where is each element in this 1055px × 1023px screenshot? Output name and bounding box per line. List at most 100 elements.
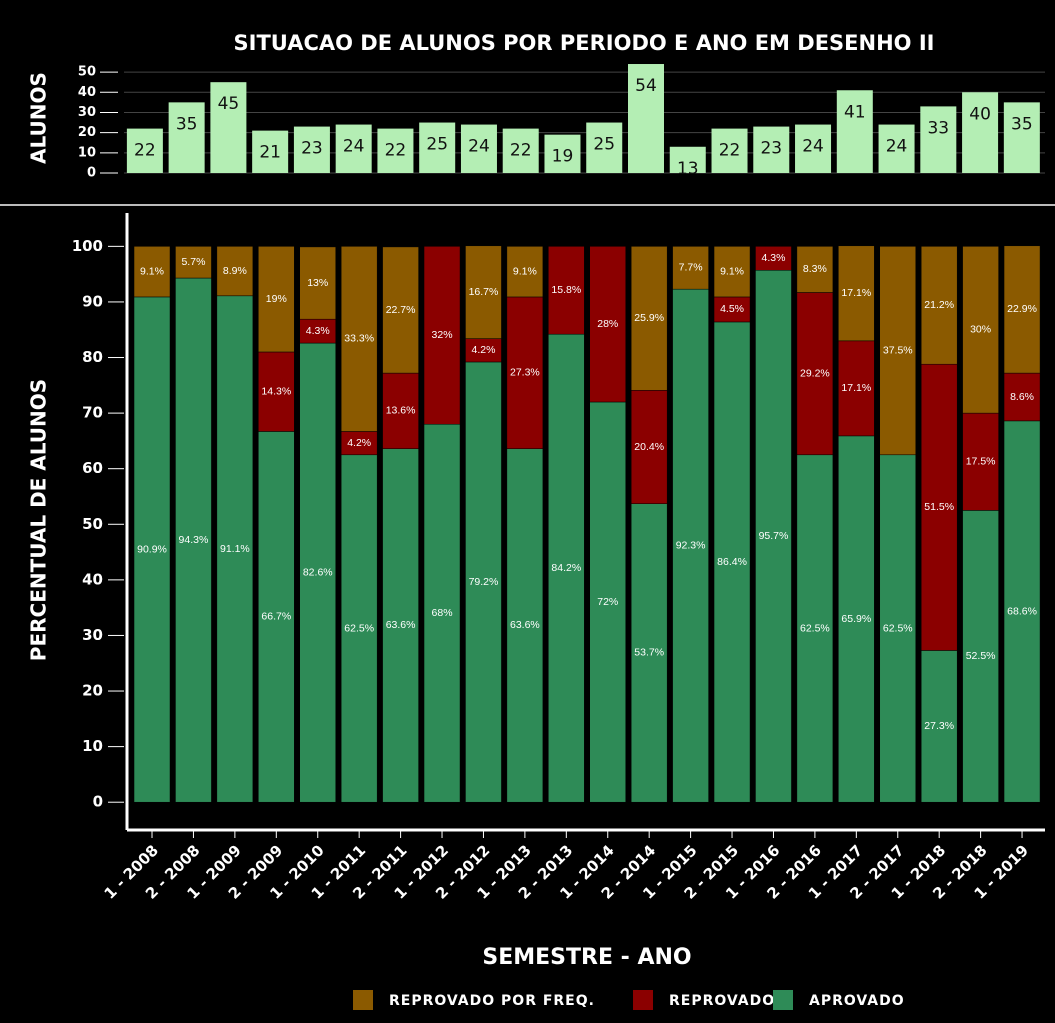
bar bbox=[210, 82, 247, 173]
data-label: 32% bbox=[432, 329, 453, 341]
data-label: 40 bbox=[969, 104, 991, 124]
bar-segment bbox=[838, 435, 875, 803]
bar-segment bbox=[630, 503, 668, 803]
bar-segment bbox=[755, 246, 792, 271]
data-label: 68.6% bbox=[1007, 605, 1037, 617]
data-label: 4.3% bbox=[761, 252, 785, 264]
bar bbox=[126, 128, 163, 173]
data-label: 22 bbox=[134, 141, 156, 161]
bar bbox=[544, 134, 581, 173]
bar-segment bbox=[589, 246, 626, 403]
bar-segment bbox=[920, 363, 958, 651]
bar bbox=[795, 124, 832, 173]
y-tick-label: 30 bbox=[82, 626, 103, 644]
bar bbox=[878, 124, 915, 173]
data-label: 82.6% bbox=[303, 566, 333, 578]
legend-swatch bbox=[633, 990, 653, 1010]
bar bbox=[962, 92, 999, 173]
data-label: 68% bbox=[432, 607, 453, 619]
y-tick-label: 80 bbox=[82, 348, 103, 366]
data-label: 63.6% bbox=[510, 619, 540, 631]
data-label: 54 bbox=[635, 76, 657, 96]
data-label: 65.9% bbox=[841, 613, 871, 625]
data-label: 23 bbox=[760, 139, 782, 159]
bar-segment bbox=[630, 246, 668, 391]
data-label: 90.9% bbox=[137, 543, 167, 555]
bar bbox=[377, 128, 414, 173]
data-label: 9.1% bbox=[513, 265, 537, 277]
data-label: 4.5% bbox=[720, 303, 744, 315]
bar-segment bbox=[423, 423, 461, 803]
x-axis-label: SEMESTRE - ANO bbox=[482, 945, 691, 970]
bar bbox=[628, 64, 664, 173]
data-label: 92.3% bbox=[676, 539, 706, 551]
bar-segment bbox=[258, 351, 295, 432]
data-label: 33 bbox=[927, 118, 949, 138]
bar-segment bbox=[548, 246, 585, 335]
data-label: 13.6% bbox=[386, 405, 416, 417]
bar-segment bbox=[1003, 245, 1041, 374]
bar-segment bbox=[962, 246, 999, 414]
data-label: 4.2% bbox=[347, 437, 371, 449]
bar-segment bbox=[838, 340, 875, 437]
data-label: 25.9% bbox=[634, 312, 664, 324]
bar-segment bbox=[879, 246, 917, 456]
data-label: 4.3% bbox=[306, 325, 330, 337]
data-label: 22.9% bbox=[1007, 303, 1037, 315]
data-label: 13 bbox=[677, 159, 699, 179]
y-tick-label: 20 bbox=[78, 125, 96, 140]
y-tick-label: 0 bbox=[87, 166, 96, 181]
bar-segment bbox=[589, 401, 626, 803]
data-label: 9.1% bbox=[720, 265, 744, 277]
data-label: 17.1% bbox=[841, 287, 871, 299]
data-label: 24 bbox=[468, 137, 490, 157]
data-label: 52.5% bbox=[966, 650, 996, 662]
legend-label: APROVADO bbox=[809, 993, 905, 1009]
data-label: 45 bbox=[218, 94, 240, 114]
y-tick-label: 40 bbox=[82, 570, 103, 588]
y-tick-label: 50 bbox=[82, 515, 103, 533]
data-label: 24 bbox=[802, 137, 824, 157]
data-label: 62.5% bbox=[800, 622, 830, 634]
y-tick-label: 100 bbox=[72, 237, 103, 255]
data-label: 22 bbox=[719, 141, 741, 161]
bar-segment bbox=[382, 448, 419, 803]
bar-segment bbox=[962, 510, 999, 803]
bar bbox=[836, 90, 873, 173]
bar-segment bbox=[382, 372, 419, 449]
data-label: 15.8% bbox=[551, 284, 581, 296]
bar-segment bbox=[465, 245, 502, 339]
bar-segment bbox=[423, 246, 461, 425]
bar-segment bbox=[713, 321, 751, 803]
data-label: 28% bbox=[597, 318, 618, 330]
bar bbox=[293, 126, 330, 173]
bar-segment bbox=[506, 246, 544, 298]
data-label: 91.1% bbox=[220, 543, 250, 555]
bar-segment bbox=[216, 246, 254, 297]
bar-segment bbox=[382, 246, 419, 374]
data-label: 20.4% bbox=[634, 441, 664, 453]
bar-segment bbox=[175, 246, 212, 279]
bar-segment bbox=[796, 292, 834, 456]
data-label: 62.5% bbox=[344, 622, 374, 634]
y-tick-label: 10 bbox=[78, 145, 96, 160]
bar bbox=[168, 102, 205, 173]
data-label: 62.5% bbox=[883, 622, 913, 634]
data-label: 7.7% bbox=[679, 262, 703, 274]
bar-segment bbox=[755, 270, 792, 803]
data-label: 13% bbox=[307, 277, 328, 289]
bar bbox=[335, 124, 372, 173]
bar bbox=[586, 122, 623, 173]
bar-segment bbox=[713, 246, 751, 298]
bar-segment bbox=[133, 246, 171, 298]
data-label: 22 bbox=[385, 141, 407, 161]
data-label: 27.3% bbox=[924, 720, 954, 732]
bar bbox=[252, 130, 289, 173]
data-label: 4.2% bbox=[471, 344, 495, 356]
legend-label: REPROVADO bbox=[669, 993, 775, 1009]
bar-segment bbox=[506, 296, 544, 449]
data-label: 27.3% bbox=[510, 367, 540, 379]
y-tick-label: 30 bbox=[78, 105, 96, 120]
y-tick-label: 0 bbox=[93, 793, 103, 811]
data-label: 25 bbox=[426, 135, 448, 155]
